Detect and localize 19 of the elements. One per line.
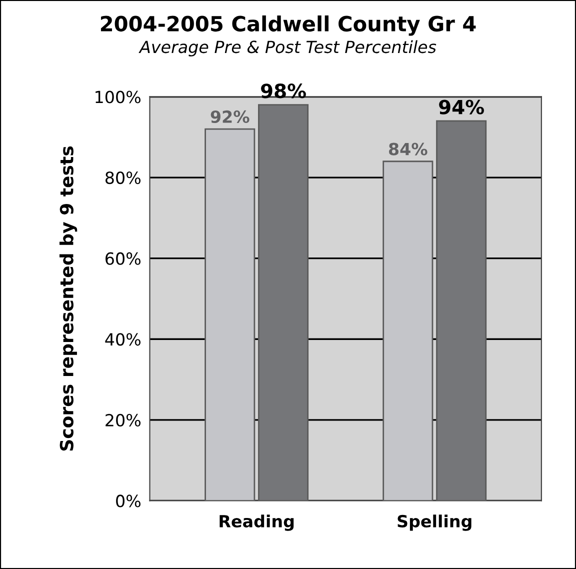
chart-title: 2004-2005 Caldwell County Gr 4 [100, 15, 476, 36]
y-tick-label: 80% [106, 171, 141, 184]
data-label: 92% [210, 110, 250, 124]
y-tick-label: 60% [106, 252, 141, 265]
bar [204, 128, 256, 501]
data-label: 84% [388, 142, 428, 156]
y-tick-label: 100% [96, 90, 141, 104]
x-tick-label: Reading [220, 514, 294, 531]
y-tick-label: 40% [105, 333, 141, 346]
bar [258, 104, 309, 501]
y-tick-label: 0% [116, 494, 141, 508]
y-tick-label: 20% [106, 414, 141, 426]
bar [436, 120, 487, 501]
data-label: 94% [439, 100, 484, 114]
bar [382, 160, 434, 501]
y-axis-title: Scores represented by 9 tests [59, 146, 78, 451]
data-label: 98% [261, 84, 306, 98]
chart-subtitle: Average Pre & Post Test Percentiles [138, 40, 436, 56]
x-tick-label: Spelling [398, 514, 472, 531]
